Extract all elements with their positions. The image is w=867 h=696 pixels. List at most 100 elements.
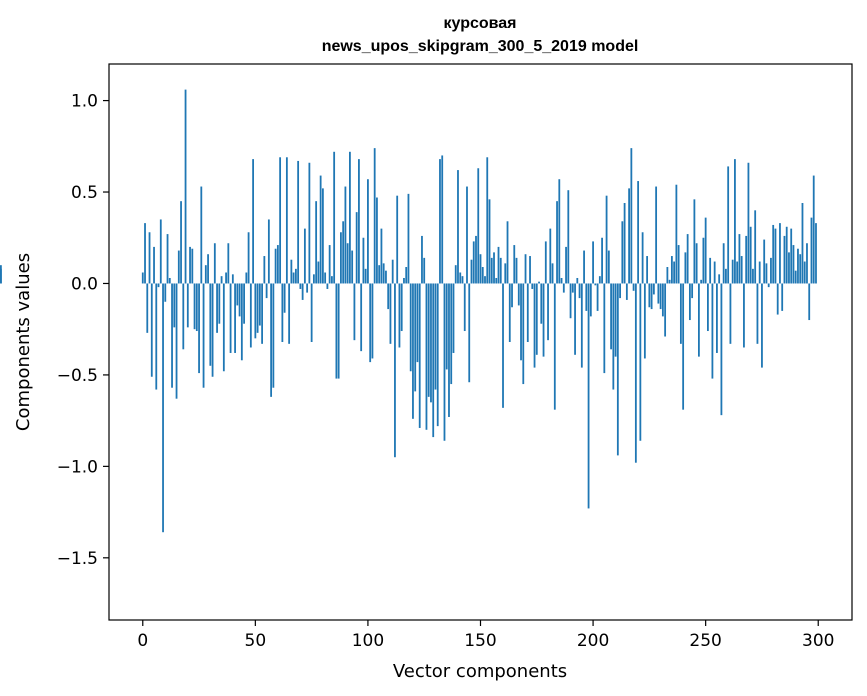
bar-7: [157, 283, 160, 288]
bar-214: [623, 203, 626, 284]
x-tick-label: 150: [464, 631, 496, 651]
bar-272: [754, 210, 757, 284]
bar-280: [772, 224, 775, 284]
bar-151: [481, 267, 484, 284]
bar-227: [652, 283, 655, 295]
bar-154: [488, 199, 491, 284]
bar-191: [571, 283, 574, 293]
bar-66: [290, 259, 293, 284]
bar-19: [184, 89, 187, 284]
bar-127: [427, 283, 430, 397]
bar-297: [810, 217, 813, 284]
bar-223: [643, 283, 646, 359]
bar-1: [144, 223, 146, 284]
bar-108: [385, 270, 387, 284]
bar-279: [770, 257, 772, 284]
bar-5: [153, 246, 155, 284]
bar-62: [281, 283, 284, 342]
bar-256: [718, 274, 721, 284]
bar-166: [515, 257, 518, 284]
bar-129: [432, 283, 435, 438]
bar-118: [407, 193, 410, 284]
bar-150: [479, 254, 482, 284]
bar-31: [211, 283, 214, 377]
bar-236: [673, 261, 676, 284]
bar-53: [261, 283, 263, 344]
bar-14: [173, 283, 176, 328]
bar-178: [542, 283, 545, 357]
bar-139: [454, 265, 457, 284]
bar-78: [317, 261, 320, 284]
bar-238: [677, 245, 680, 284]
bar-136: [448, 283, 450, 417]
bar-225: [648, 283, 651, 308]
bar-273: [756, 283, 759, 344]
bar-257: [720, 283, 723, 416]
bar-294: [803, 261, 806, 284]
bar-54: [263, 256, 266, 284]
bar-60: [276, 245, 279, 284]
bar-200: [592, 241, 594, 284]
bar-82: [326, 283, 329, 289]
bar-251: [707, 283, 709, 332]
bar-49: [252, 159, 254, 284]
bar-194: [578, 283, 581, 299]
bar-252: [709, 257, 712, 284]
bar-249: [702, 237, 705, 284]
bar-165: [513, 245, 516, 284]
bar-124: [421, 235, 423, 284]
bar-135: [445, 283, 448, 370]
bar-112: [394, 283, 396, 458]
bar-33: [216, 283, 218, 333]
bar-222: [641, 232, 644, 284]
bar-226: [650, 283, 653, 310]
bar-167: [517, 283, 520, 306]
bar-264: [736, 261, 739, 284]
bar-141: [459, 272, 462, 284]
bar-158: [497, 246, 500, 284]
bar-185: [558, 179, 561, 284]
y-tick-label: −0.5: [57, 366, 98, 386]
bar-242: [686, 234, 689, 284]
bar-23: [193, 283, 196, 330]
bar-233: [666, 267, 669, 284]
bar-97: [360, 283, 363, 352]
bar-275: [761, 283, 763, 368]
bar-170: [524, 254, 527, 284]
x-tick-label: 250: [689, 631, 721, 651]
y-tick-label: 0.5: [71, 183, 98, 203]
bar-179: [544, 241, 547, 284]
bar-41: [234, 283, 236, 353]
bar-39: [229, 283, 232, 353]
bar-292: [799, 254, 802, 284]
bar-59: [274, 248, 277, 284]
bar-180: [547, 283, 549, 341]
bar-228: [655, 186, 658, 284]
bar-153: [486, 157, 489, 284]
bar-293: [801, 203, 804, 284]
bar-125: [423, 257, 426, 284]
bar-156: [493, 252, 495, 284]
bar-64: [285, 157, 288, 284]
bar-148: [475, 235, 477, 284]
bar-50: [254, 283, 257, 339]
bar-237: [675, 184, 678, 284]
bar-260: [727, 166, 730, 284]
bar-216: [628, 188, 630, 284]
bar-29: [207, 254, 209, 284]
bar-232: [664, 283, 667, 337]
bar-239: [679, 283, 682, 344]
bar-189: [567, 190, 570, 284]
bar-269: [747, 162, 750, 284]
bar-6: [155, 283, 158, 390]
bar-61: [279, 157, 282, 284]
bar-143: [463, 283, 466, 332]
bar-197: [585, 283, 588, 311]
bar-74: [308, 162, 311, 284]
bar-255: [716, 283, 718, 353]
bar-183: [553, 283, 556, 410]
bar-241: [684, 252, 687, 284]
bar-117: [405, 267, 408, 284]
bar-203: [598, 276, 601, 284]
